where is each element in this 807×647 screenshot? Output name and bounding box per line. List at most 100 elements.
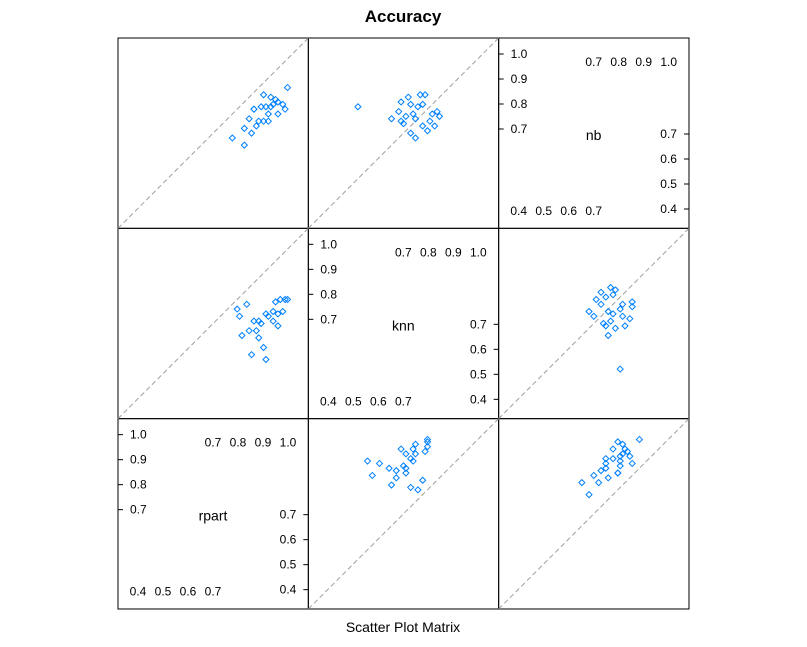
data-point xyxy=(267,103,275,111)
data-point xyxy=(243,300,251,309)
data-point xyxy=(609,445,617,453)
data-point xyxy=(385,464,393,472)
data-point xyxy=(433,107,441,116)
data-point xyxy=(418,100,427,109)
panel-frame-r2-c2 xyxy=(498,418,690,610)
data-point xyxy=(363,457,372,465)
data-point xyxy=(399,119,408,128)
tick-label: 0.8 xyxy=(130,478,147,492)
data-point xyxy=(262,103,270,111)
reference-line xyxy=(498,418,690,610)
tick-label: 0.9 xyxy=(445,245,462,259)
tick-label: 0.7 xyxy=(511,122,528,136)
tick-label: 0.9 xyxy=(130,453,147,467)
data-point xyxy=(628,459,636,468)
tick-label: 0.7 xyxy=(205,585,222,599)
tick-label: 0.7 xyxy=(395,394,412,408)
panel-nb-vs-rpart-mirror xyxy=(498,418,690,610)
data-point xyxy=(623,447,632,456)
data-point xyxy=(392,466,401,475)
data-point xyxy=(259,91,268,99)
tick-label: 0.7 xyxy=(660,127,677,141)
tick-label: 0.5 xyxy=(155,585,172,599)
tick-label: 0.4 xyxy=(320,394,337,408)
tick-label: 0.8 xyxy=(511,97,528,111)
tick-label: 0.7 xyxy=(320,312,337,326)
data-point xyxy=(279,100,287,109)
data-point xyxy=(411,115,420,123)
tick-label: 0.4 xyxy=(130,585,147,599)
tick-label: 0.7 xyxy=(585,204,602,218)
data-point xyxy=(269,307,277,316)
tick-label: 0.7 xyxy=(205,436,222,450)
data-point xyxy=(283,83,292,92)
chart-subtitle: Scatter Plot Matrix xyxy=(346,619,460,635)
data-point xyxy=(406,483,415,492)
data-point xyxy=(416,91,424,99)
data-point xyxy=(618,300,627,309)
data-point xyxy=(402,112,410,121)
data-point xyxy=(626,314,634,323)
data-point xyxy=(604,307,612,316)
data-point xyxy=(609,310,617,318)
data-point xyxy=(597,466,605,475)
data-point xyxy=(592,295,600,304)
data-point xyxy=(411,450,420,458)
data-point xyxy=(616,452,624,460)
data-point xyxy=(235,312,244,321)
data-point xyxy=(614,438,622,446)
data-point xyxy=(414,486,422,494)
data-point xyxy=(628,298,636,306)
reference-line xyxy=(498,227,690,420)
data-point xyxy=(628,302,636,311)
tick-label: 1.0 xyxy=(280,436,297,450)
data-point xyxy=(599,319,608,328)
data-point xyxy=(402,450,410,458)
tick-label: 1.0 xyxy=(130,428,147,442)
data-point xyxy=(618,312,627,321)
tick-label: 0.5 xyxy=(660,177,677,191)
data-point xyxy=(397,98,405,106)
chart-title: Accuracy xyxy=(365,7,442,26)
tick-label: 0.6 xyxy=(280,533,297,547)
data-point xyxy=(604,331,612,340)
panel-nb-vs-knn-mirror xyxy=(498,227,690,420)
data-point xyxy=(594,478,603,487)
data-point xyxy=(602,322,610,330)
data-point xyxy=(435,112,444,121)
data-point xyxy=(606,317,615,325)
data-point xyxy=(602,464,610,472)
variable-name: nb xyxy=(586,127,602,143)
data-point xyxy=(274,110,282,118)
data-point xyxy=(283,295,292,304)
data-point xyxy=(411,134,420,142)
data-point xyxy=(276,295,285,304)
data-point xyxy=(392,474,401,482)
data-point xyxy=(233,305,241,313)
data-point xyxy=(409,445,417,453)
tick-label: 1.0 xyxy=(511,47,528,61)
tick-label: 0.8 xyxy=(610,55,627,69)
data-point xyxy=(397,445,405,453)
reference-line xyxy=(117,37,309,229)
data-point xyxy=(597,288,605,297)
data-point xyxy=(421,447,429,456)
data-point xyxy=(418,476,427,484)
data-point xyxy=(578,478,586,487)
panel-knn-vs-rpart xyxy=(117,227,309,420)
data-point xyxy=(585,490,593,499)
data-point xyxy=(387,481,396,489)
data-point xyxy=(368,471,377,480)
tick-label: 0.7 xyxy=(585,55,602,69)
data-point xyxy=(406,454,415,463)
data-point xyxy=(255,334,263,342)
data-point xyxy=(614,469,622,477)
tick-label: 0.4 xyxy=(510,204,527,218)
data-point xyxy=(423,442,432,451)
data-point xyxy=(614,469,622,477)
data-point xyxy=(616,305,624,313)
variable-name: knn xyxy=(392,317,415,333)
data-point xyxy=(252,122,261,130)
data-point xyxy=(259,343,268,352)
